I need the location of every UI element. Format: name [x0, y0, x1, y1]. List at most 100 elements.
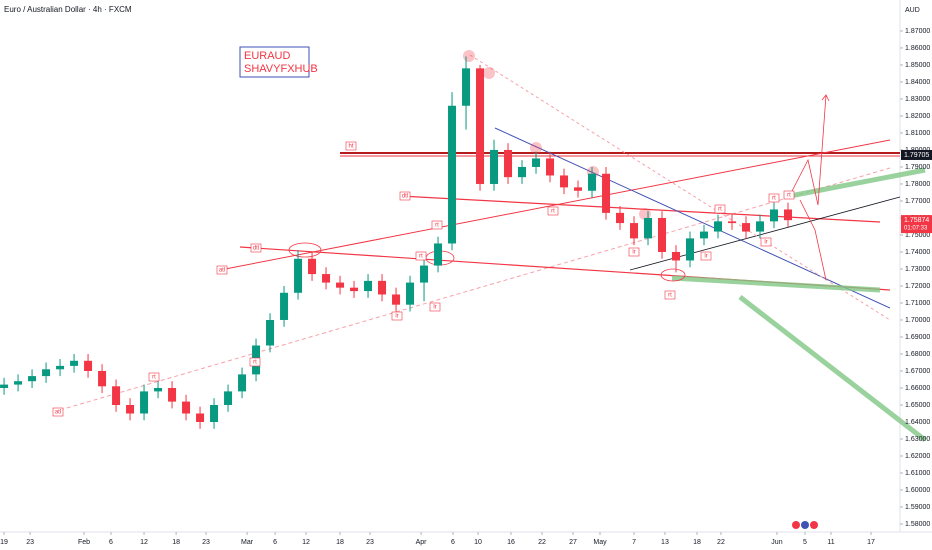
x-tick-label: 13 — [661, 539, 669, 546]
annotation: atl — [55, 410, 61, 416]
x-tick-label: 11 — [827, 539, 834, 546]
candle-body — [196, 413, 205, 422]
candle-body — [84, 360, 93, 371]
y-tick-label: 1.59000 — [905, 504, 930, 511]
x-tick-label: Mar — [241, 539, 254, 546]
candle-body — [756, 221, 765, 232]
annotation-box — [714, 204, 726, 214]
y-tick-label: 1.77000 — [905, 198, 930, 205]
y-tick-label: 1.63000 — [905, 436, 930, 443]
candle-body — [560, 175, 569, 188]
annotation: rt — [152, 375, 156, 381]
y-tick-label: 1.70000 — [905, 317, 930, 324]
zone-line — [671, 275, 881, 293]
watermark-text: SHAVYFXHUB — [244, 63, 318, 75]
x-tick-label: 5 — [803, 539, 807, 546]
annotation-box — [148, 372, 160, 382]
annotation: lr — [764, 240, 767, 246]
candle-body — [294, 258, 303, 293]
y-tick-label: 1.79000 — [905, 164, 930, 171]
annotation: ht — [348, 144, 353, 150]
y-tick-label: 1.74000 — [905, 249, 930, 256]
candle-body — [308, 258, 317, 275]
annotation-box — [760, 237, 772, 247]
x-tick-label: 6 — [273, 539, 277, 546]
candle-body — [616, 212, 625, 224]
x-tick-label: 23 — [202, 539, 210, 546]
candle-body — [0, 384, 9, 388]
annotation: lr — [632, 250, 635, 256]
candle-body — [504, 149, 513, 178]
candle-body — [322, 274, 331, 283]
annotation-box — [431, 220, 443, 230]
candle-body — [140, 391, 149, 414]
y-tick-label: 1.69000 — [905, 334, 930, 341]
candle-body — [238, 374, 247, 392]
x-tick-label: 17 — [867, 539, 875, 546]
candle-body — [420, 265, 429, 283]
candle-body — [210, 404, 219, 422]
highlight — [483, 67, 495, 79]
annotation: dtl — [253, 246, 259, 252]
x-tick-label: 23 — [366, 539, 374, 546]
candle-body — [490, 149, 499, 184]
trend-line — [494, 127, 891, 309]
y-tick-label: 1.83000 — [905, 96, 930, 103]
candle-body — [448, 105, 457, 244]
highlight — [288, 242, 322, 258]
candle-body — [630, 223, 639, 239]
highlight — [463, 50, 475, 62]
annotation: rt — [253, 360, 257, 366]
x-tick-label: 12 — [302, 539, 310, 546]
icon — [792, 521, 800, 529]
annotation: rt — [435, 223, 439, 229]
annotation-box — [664, 290, 676, 300]
y-tick-label: 1.67000 — [905, 368, 930, 375]
y-tick-label: 1.87000 — [905, 28, 930, 35]
y-tick-label: 1.81000 — [905, 130, 930, 137]
candle-body — [350, 287, 359, 292]
highlight — [660, 268, 686, 282]
icon — [810, 521, 818, 529]
candle-body — [602, 173, 611, 213]
y-tick-label: 1.82000 — [905, 113, 930, 120]
candle-body — [70, 360, 79, 366]
y-tick-label: 1.62000 — [905, 453, 930, 460]
y-tick-label: 1.61000 — [905, 470, 930, 477]
candle-body — [574, 187, 583, 191]
zone-line — [789, 167, 926, 199]
candle-body — [392, 294, 401, 305]
annotation-box — [52, 407, 64, 417]
trend-line — [469, 54, 891, 321]
candle-body — [42, 369, 51, 377]
y-tick-label: 1.72000 — [905, 283, 930, 290]
candle-body — [434, 243, 443, 266]
x-tick-label: 18 — [172, 539, 180, 546]
candle-body — [98, 370, 107, 387]
x-tick-label: 7 — [632, 539, 636, 546]
y-tick-label: 1.58000 — [905, 521, 930, 528]
alert-icons — [792, 521, 818, 529]
annotation: rt — [668, 293, 672, 299]
watermark-box — [239, 46, 310, 78]
candle-body — [518, 166, 527, 178]
candle-body — [700, 231, 709, 239]
y-tick-label: 1.86000 — [905, 45, 930, 52]
countdown: 01:07:33 — [904, 226, 928, 232]
annotation-box — [249, 357, 261, 367]
annotation: rt — [718, 207, 722, 213]
highlight — [530, 142, 542, 154]
y-tick-label: 1.85000 — [905, 62, 930, 69]
candle-body — [364, 280, 373, 292]
x-tick-label: Feb — [78, 539, 90, 546]
candle-body — [112, 386, 121, 405]
x-tick-label: Jun — [771, 539, 782, 546]
candle-body — [168, 387, 177, 402]
x-tick-label: 22 — [717, 539, 725, 546]
trend-line — [399, 195, 881, 223]
chart-title: Euro / Australian Dollar · 4h · FXCM — [4, 5, 132, 14]
x-tick-label: 23 — [26, 539, 34, 546]
candle-body — [280, 292, 289, 320]
candle-body — [28, 376, 37, 382]
x-tick-label: 22 — [538, 539, 546, 546]
